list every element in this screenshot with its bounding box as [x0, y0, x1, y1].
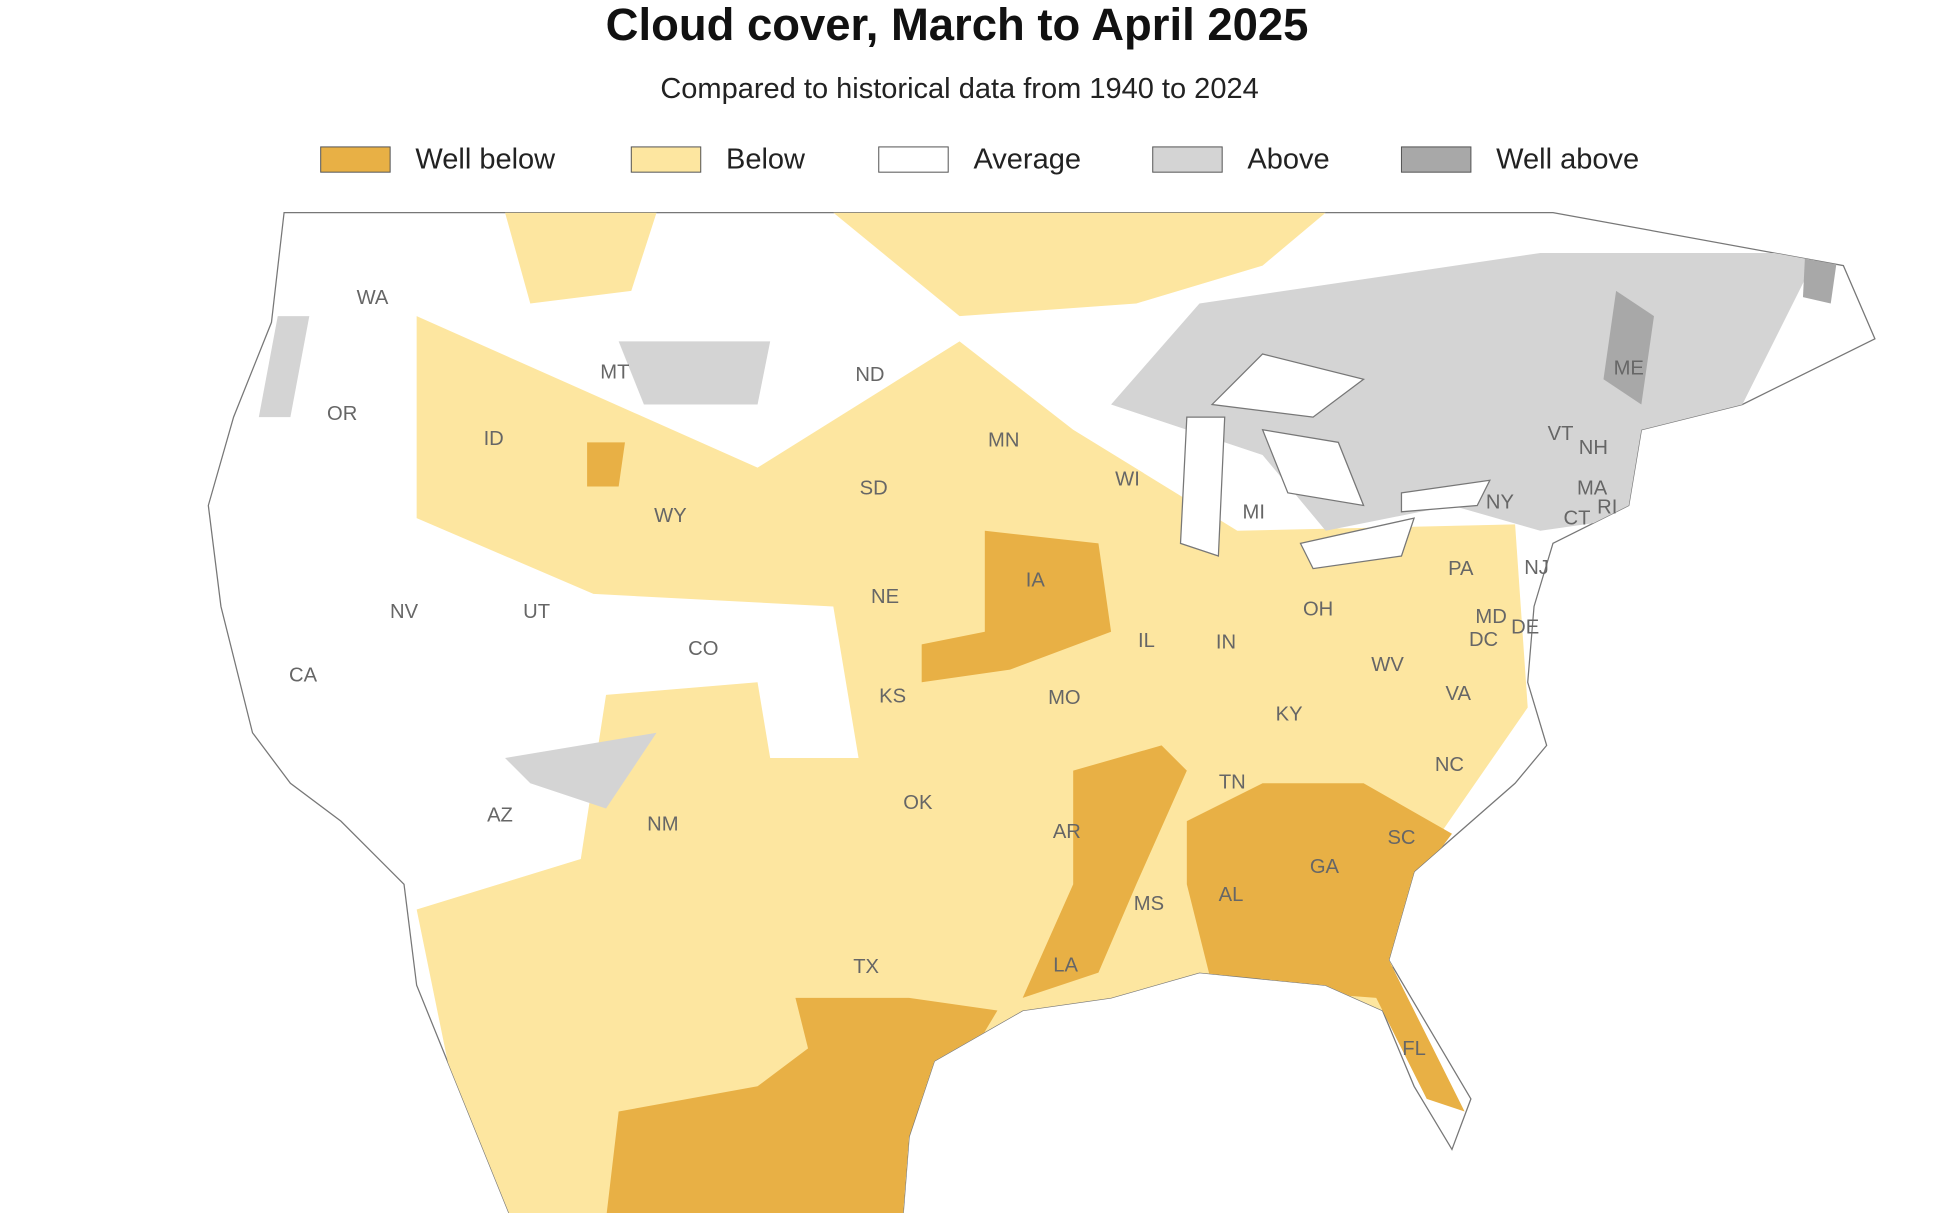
state-label: DC — [1469, 629, 1498, 651]
lake-ontario — [1400, 479, 1491, 513]
lake-huron — [1261, 428, 1365, 507]
legend-swatch — [878, 146, 949, 173]
cloud-region — [1022, 745, 1187, 998]
state-label: FL — [1402, 1038, 1426, 1060]
state-label: AL — [1219, 884, 1244, 906]
state-label: ID — [484, 428, 504, 450]
state-label: VT — [1548, 423, 1574, 445]
cloud-region — [606, 997, 998, 1213]
state-label: IL — [1138, 630, 1155, 652]
cloud-region — [1603, 290, 1654, 405]
cloud-region — [921, 530, 1112, 683]
state-label: NJ — [1524, 557, 1549, 579]
state-label: OK — [903, 792, 933, 814]
state-label: WV — [1371, 654, 1404, 676]
state-label: SC — [1387, 827, 1415, 849]
state-label: CO — [688, 638, 718, 660]
subtitle: Compared to historical data from 1940 to… — [660, 73, 1258, 105]
state-label: WI — [1115, 469, 1140, 491]
state-label: NV — [390, 601, 419, 623]
state-label: IN — [1216, 631, 1236, 653]
state-label: WY — [654, 505, 687, 527]
cloud-region — [505, 732, 657, 809]
legend-swatch — [630, 146, 702, 173]
state-label: OH — [1303, 599, 1333, 621]
state-label: VA — [1446, 683, 1472, 705]
state-label: UT — [523, 601, 550, 623]
cloud-region — [1186, 783, 1465, 1112]
state-label: GA — [1310, 856, 1340, 878]
lake-superior — [1210, 353, 1366, 418]
state-label: OR — [327, 403, 357, 425]
map — [207, 211, 1876, 1213]
state-label: MN — [988, 429, 1019, 451]
title: Cloud cover, March to April 2025 — [606, 0, 1309, 50]
state-label: DE — [1511, 616, 1539, 638]
state-label: CT — [1564, 508, 1591, 530]
lake-erie — [1299, 517, 1416, 570]
state-label: AR — [1053, 821, 1081, 843]
lake-michigan — [1179, 416, 1226, 557]
cloud-region — [258, 316, 310, 418]
state-label: PA — [1448, 558, 1474, 580]
state-label: NY — [1486, 491, 1515, 513]
state-label: NC — [1435, 754, 1464, 776]
state-label: CA — [289, 664, 318, 686]
state-label: ME — [1614, 357, 1644, 379]
state-label: KS — [879, 686, 906, 708]
state-labels: WA OR CA NV ID MT WY UT AZ CO NM ND SD NE KS OK TX MN IA MO… — [289, 287, 1644, 1060]
cloud-region — [416, 316, 1528, 1213]
state-label: NH — [1579, 437, 1608, 459]
cloud-region — [1802, 246, 1838, 304]
legend-label: Well above — [1496, 143, 1639, 175]
legend-swatch — [320, 146, 391, 173]
legend-swatch — [1400, 146, 1472, 173]
state-label: MT — [600, 361, 629, 383]
legend-label: Below — [726, 143, 806, 175]
legend-label: Above — [1247, 143, 1329, 175]
state-label: AZ — [487, 804, 513, 826]
cloud-region — [505, 212, 657, 304]
legend-label: Well below — [415, 143, 556, 175]
state-label: KY — [1276, 703, 1303, 725]
state-label: NM — [647, 813, 678, 835]
state-label: NE — [871, 586, 899, 608]
state-label: MI — [1243, 501, 1265, 523]
state-label: TN — [1219, 772, 1246, 794]
state-label: MD — [1475, 606, 1506, 628]
state-label: WA — [357, 287, 389, 309]
cloud-region — [587, 442, 625, 487]
state-label: MO — [1048, 687, 1081, 709]
state-label: TX — [853, 956, 879, 978]
state-label: MA — [1577, 477, 1608, 499]
cloud-region — [618, 341, 771, 405]
legend: Well below Below Average Above Well above — [320, 143, 1639, 175]
state-label: SD — [860, 477, 888, 499]
state-label: RI — [1597, 496, 1617, 518]
state-label: LA — [1053, 955, 1078, 977]
legend-label: Average — [973, 143, 1081, 175]
state-label: IA — [1026, 570, 1046, 592]
state-label: MS — [1134, 893, 1164, 915]
state-label: ND — [855, 364, 884, 386]
legend-swatch — [1152, 146, 1223, 173]
cloud-region — [833, 212, 1326, 317]
